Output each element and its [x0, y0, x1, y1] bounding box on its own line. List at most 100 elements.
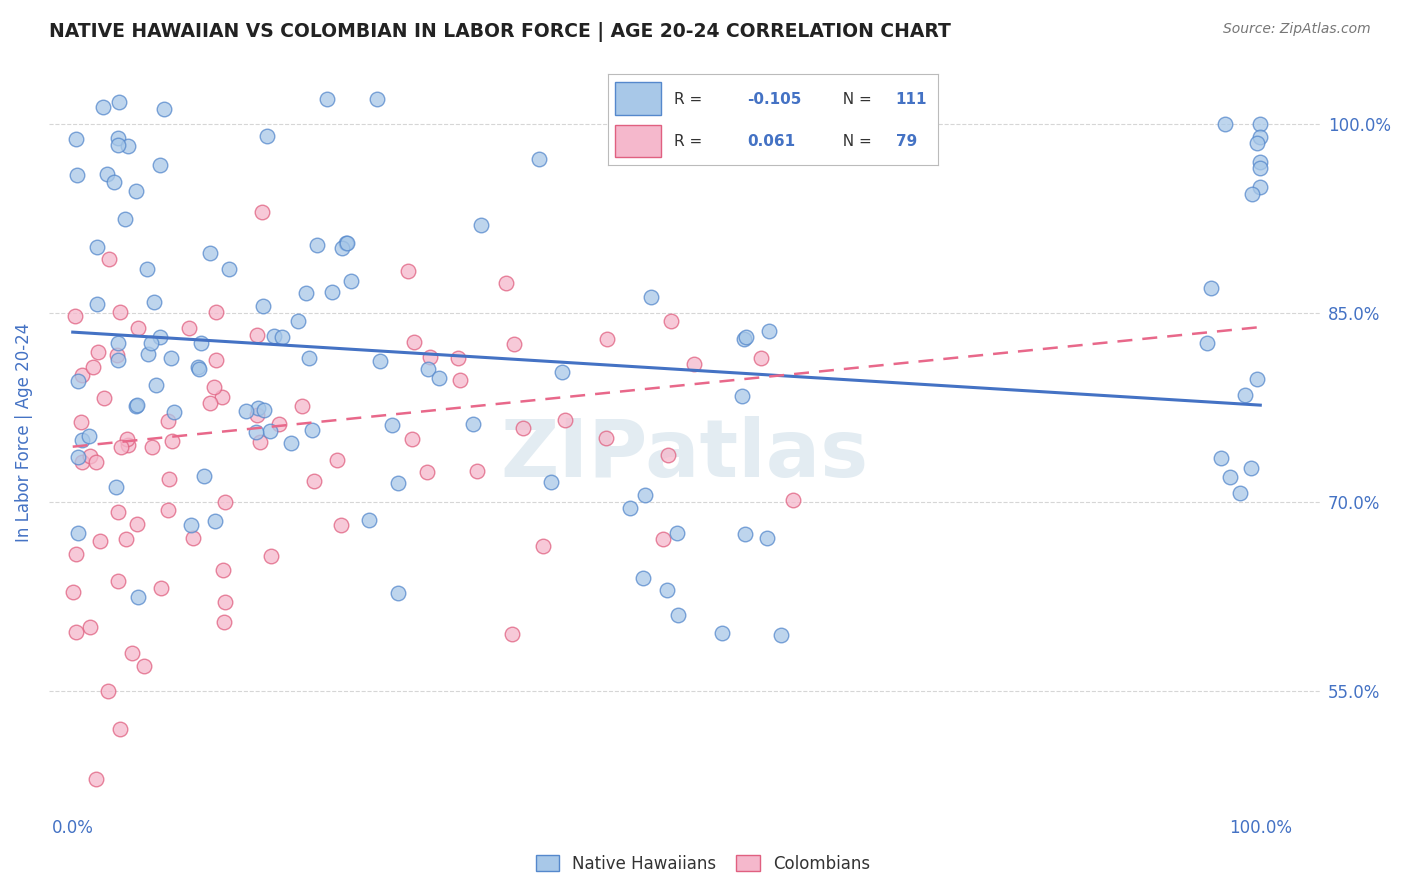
Point — [180, 518, 202, 533]
Point — [256, 128, 278, 143]
Point — [193, 468, 215, 483]
Point — [114, 212, 136, 227]
Point — [733, 332, 755, 346]
Point — [205, 305, 228, 319]
Point — [190, 336, 212, 351]
Point — [387, 476, 409, 491]
Point — [125, 399, 148, 413]
Point — [212, 563, 235, 577]
Point — [416, 465, 439, 479]
Point — [145, 377, 167, 392]
Point — [665, 525, 688, 540]
Point — [204, 514, 226, 528]
Point — [259, 424, 281, 438]
Point — [655, 583, 678, 598]
Point — [596, 332, 619, 346]
Point — [204, 352, 226, 367]
Point — [65, 547, 87, 561]
Point — [107, 505, 129, 519]
Point — [87, 345, 110, 359]
Point — [198, 245, 221, 260]
Point — [402, 334, 425, 349]
Point — [70, 368, 93, 383]
Point — [141, 336, 163, 351]
Point — [79, 429, 101, 443]
Point — [269, 417, 291, 431]
Point — [218, 262, 240, 277]
Point — [152, 102, 174, 116]
Point — [107, 574, 129, 589]
Point — [105, 480, 128, 494]
Point — [91, 99, 114, 113]
Point — [554, 413, 576, 427]
Point — [93, 391, 115, 405]
Point — [1246, 372, 1268, 386]
Point — [340, 274, 363, 288]
Point — [396, 264, 419, 278]
Point — [97, 684, 120, 698]
Point — [659, 314, 682, 328]
Point — [782, 493, 804, 508]
Point — [114, 532, 136, 546]
Point — [270, 329, 292, 343]
Point — [235, 404, 257, 418]
Point — [160, 351, 183, 365]
Point — [1249, 117, 1271, 131]
Point — [870, 112, 893, 126]
Point — [540, 475, 562, 489]
Point — [115, 432, 138, 446]
Point — [291, 399, 314, 413]
Point — [502, 337, 524, 351]
Point — [70, 434, 93, 448]
Point — [305, 237, 328, 252]
Point — [710, 625, 733, 640]
Point — [108, 95, 131, 109]
Point — [110, 304, 132, 318]
Point — [381, 417, 404, 432]
Point — [330, 241, 353, 255]
Point — [301, 423, 323, 437]
Point — [211, 390, 233, 404]
Point — [1246, 136, 1268, 151]
Point — [107, 137, 129, 152]
Point — [470, 218, 492, 232]
Point — [160, 434, 183, 448]
Point — [246, 328, 269, 343]
Point — [136, 346, 159, 360]
Point — [66, 168, 89, 182]
Point — [1229, 486, 1251, 500]
Point — [529, 152, 551, 166]
Point — [65, 624, 87, 639]
Point — [683, 357, 706, 371]
Point — [212, 615, 235, 630]
Point — [758, 324, 780, 338]
Point — [98, 252, 121, 266]
Point — [427, 370, 450, 384]
Point — [179, 320, 201, 334]
Point — [250, 205, 273, 219]
Point — [127, 398, 149, 412]
Point — [1241, 186, 1264, 201]
Point — [187, 360, 209, 375]
Point — [110, 722, 132, 736]
Point — [1249, 180, 1271, 194]
Point — [214, 595, 236, 609]
Point — [336, 236, 359, 251]
Legend: Native Hawaiians, Colombians: Native Hawaiians, Colombians — [529, 848, 877, 880]
Point — [595, 431, 617, 445]
Point — [302, 474, 325, 488]
Point — [86, 240, 108, 254]
Point — [86, 772, 108, 786]
Point — [298, 351, 321, 365]
Point — [246, 408, 269, 422]
Point — [105, 348, 128, 362]
Point — [1249, 161, 1271, 176]
Point — [67, 450, 90, 465]
Point — [62, 584, 84, 599]
Point — [89, 533, 111, 548]
Point — [755, 531, 778, 545]
Point — [65, 131, 87, 145]
Point — [401, 432, 423, 446]
Point — [202, 380, 225, 394]
Point — [619, 501, 641, 516]
